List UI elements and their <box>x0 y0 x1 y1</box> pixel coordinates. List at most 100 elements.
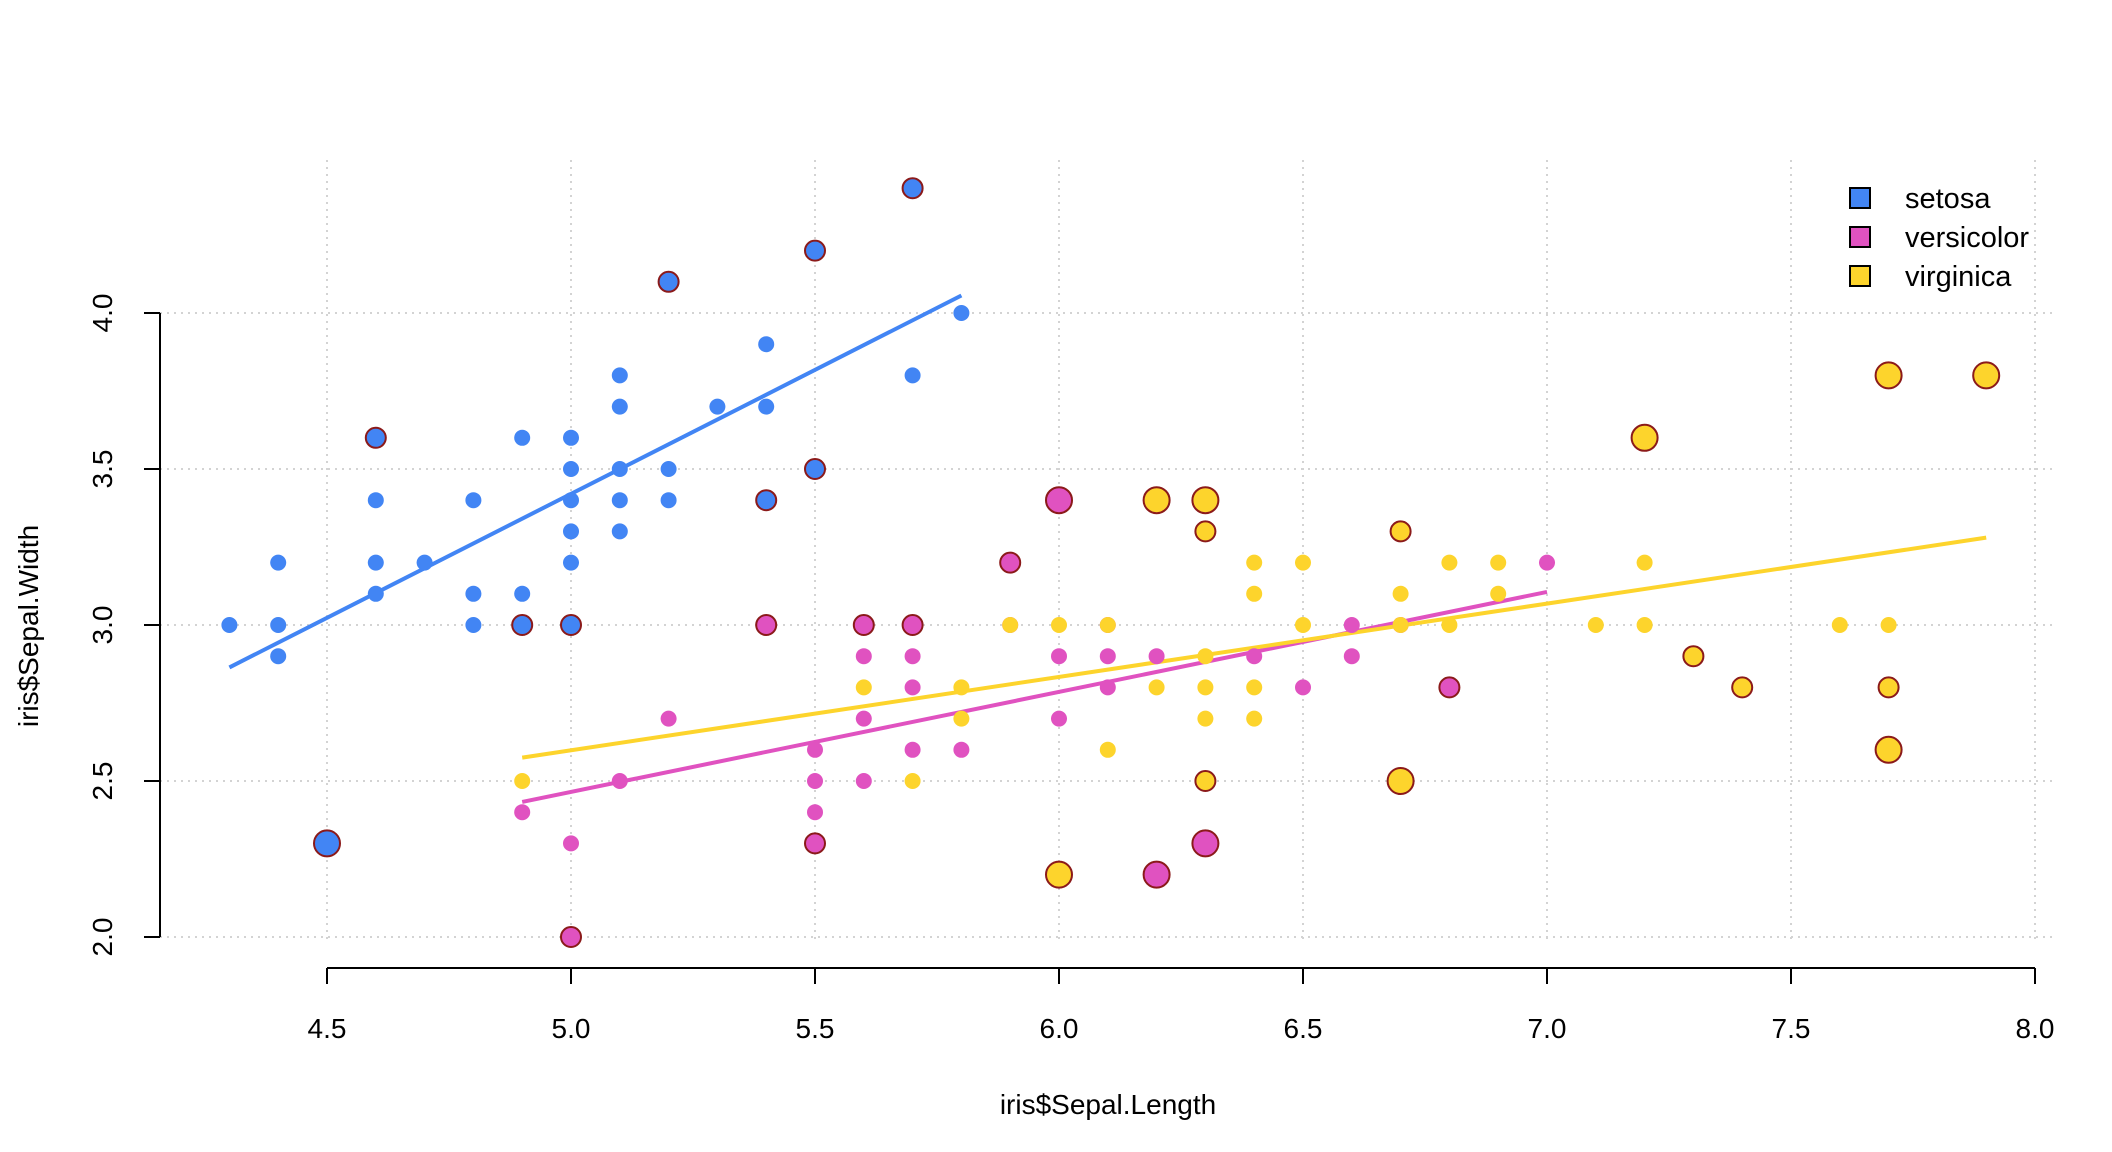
point-virginica <box>1682 645 1705 668</box>
point-setosa <box>560 614 582 636</box>
point-versicolor <box>807 773 823 789</box>
point-setosa <box>758 336 775 353</box>
point-virginica <box>1386 767 1415 795</box>
point-virginica <box>1197 710 1214 727</box>
point-virginica <box>1490 585 1507 602</box>
point-setosa <box>611 523 628 540</box>
point-versicolor <box>953 741 970 758</box>
point-virginica <box>1295 617 1311 633</box>
point-setosa <box>804 458 826 480</box>
point-virginica <box>1194 520 1217 543</box>
point-virginica <box>1877 676 1900 699</box>
point-setosa <box>563 492 579 509</box>
point-versicolor <box>1142 860 1171 889</box>
legend-swatch-setosa <box>1849 187 1871 209</box>
point-virginica <box>953 679 970 696</box>
point-virginica <box>1636 554 1653 571</box>
point-virginica <box>1246 679 1263 696</box>
x-axis-label: iris$Sepal.Length <box>1000 1089 1216 1120</box>
point-virginica <box>1490 554 1507 571</box>
point-virginica <box>1246 710 1263 727</box>
point-versicolor <box>514 804 531 821</box>
data-points <box>221 177 2001 948</box>
point-virginica <box>1194 770 1217 792</box>
x-tick-label: 7.5 <box>1772 1013 1811 1044</box>
point-setosa <box>709 398 726 415</box>
point-virginica <box>1148 679 1165 696</box>
point-setosa <box>660 461 677 477</box>
point-versicolor <box>611 773 628 789</box>
point-setosa <box>367 554 384 571</box>
point-setosa <box>364 426 387 449</box>
point-versicolor <box>855 710 872 727</box>
point-versicolor <box>755 614 778 636</box>
point-setosa <box>270 617 287 633</box>
fit-line-setosa <box>228 293 963 670</box>
point-setosa <box>901 177 924 200</box>
point-virginica <box>1874 735 1903 764</box>
point-virginica <box>1389 520 1412 543</box>
point-versicolor <box>1099 679 1116 696</box>
point-versicolor <box>904 741 921 758</box>
point-virginica <box>1636 617 1653 633</box>
x-tick-label: 4.5 <box>308 1013 347 1044</box>
y-axis: 2.0 2.5 3.0 3.5 4.0 <box>87 294 161 957</box>
point-virginica <box>1246 554 1263 571</box>
point-virginica <box>1831 617 1848 633</box>
point-setosa <box>465 617 482 633</box>
point-virginica <box>1587 617 1604 633</box>
point-setosa <box>270 648 287 665</box>
point-virginica <box>1392 585 1409 602</box>
point-versicolor <box>807 741 823 758</box>
x-tick-label: 5.0 <box>552 1013 591 1044</box>
point-versicolor <box>855 773 872 789</box>
point-virginica <box>1874 361 1903 390</box>
point-setosa <box>804 239 826 262</box>
point-virginica <box>1630 423 1659 452</box>
point-virginica <box>514 773 531 789</box>
point-virginica <box>953 710 970 727</box>
point-versicolor <box>1045 486 1073 515</box>
point-versicolor <box>904 648 921 665</box>
legend-label-setosa: setosa <box>1905 183 1991 215</box>
y-tick-label: 3.5 <box>87 450 118 489</box>
point-virginica <box>1972 361 2001 390</box>
point-setosa <box>611 398 628 415</box>
point-virginica <box>1197 679 1214 696</box>
point-versicolor <box>804 832 826 855</box>
point-virginica <box>1002 617 1019 633</box>
legend-swatch-versicolor <box>1849 226 1871 248</box>
point-setosa <box>953 305 970 321</box>
point-setosa <box>270 554 287 571</box>
legend-label-virginica: virginica <box>1905 261 2012 293</box>
point-virginica <box>1099 617 1116 633</box>
fit-line-virginica <box>521 535 1987 760</box>
point-setosa <box>657 270 680 293</box>
regression-lines <box>228 293 1987 804</box>
point-virginica <box>1731 676 1754 699</box>
point-virginica <box>1392 617 1409 633</box>
point-versicolor <box>1295 679 1311 696</box>
point-versicolor <box>560 926 582 948</box>
legend: setosa versicolor virginica <box>1849 183 2029 293</box>
point-versicolor <box>1051 710 1067 727</box>
point-setosa <box>904 367 921 384</box>
point-setosa <box>514 429 531 446</box>
point-setosa <box>511 614 534 636</box>
x-tick-label: 7.0 <box>1528 1013 1567 1044</box>
point-versicolor <box>807 804 823 821</box>
point-versicolor <box>1539 554 1555 571</box>
point-virginica <box>1295 554 1311 571</box>
x-tick-label: 5.5 <box>796 1013 835 1044</box>
x-axis: 4.5 5.0 5.5 6.0 6.5 7.0 7.5 8.0 <box>308 967 2054 1044</box>
point-setosa <box>611 461 628 477</box>
grid-lines <box>160 160 2056 940</box>
point-versicolor <box>855 648 872 665</box>
point-setosa <box>367 585 384 602</box>
y-tick-label: 2.0 <box>87 918 118 957</box>
legend-label-versicolor: versicolor <box>1905 222 2029 254</box>
y-axis-label: iris$Sepal.Width <box>13 525 44 727</box>
point-virginica <box>1197 648 1214 665</box>
point-setosa <box>758 398 775 415</box>
